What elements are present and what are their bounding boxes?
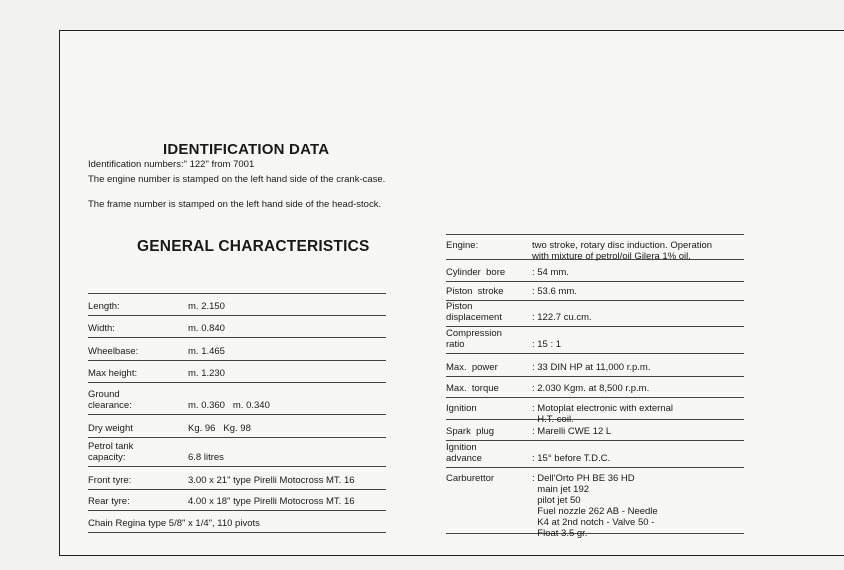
table-row: Wheelbase: m. 1.465 [88,338,386,361]
table-row: Ground clearance: m. 0.360 m. 0.340 [88,383,386,415]
row-value: : Marelli CWE 12 L [532,426,612,437]
row-value: two stroke, rotary disc induction. Opera… [532,240,713,262]
row-value: : 54 mm. [532,267,569,278]
table-row: Chain Regina type 5/8" x 1/4", 110 pivot… [88,511,386,533]
row-label: Cylinder bore [446,267,506,278]
row-value: : Dell'Orto PH BE 36 HD main jet 192 pil… [532,473,658,539]
table-row: Compression ratio : 15 : 1 [446,327,744,354]
table-row: Piston stroke : 53.6 mm. [446,282,744,301]
table-row: Petrol tank capacity: 6.8 litres [88,438,386,467]
row-label: Spark plug [446,426,495,437]
identification-title: IDENTIFICATION DATA [163,141,330,158]
general-characteristics-table: Length: m. 2.150 Width: m. 0.840 Wheelbase: m… [88,293,386,533]
row-label: Length: [88,301,120,312]
identification-numbers: Identification numbers:" 122" from 7001 [88,159,255,170]
table-row: Dry weight Kg. 96 Kg. 98 [88,415,386,438]
row-label: Max. power [446,362,498,373]
table-row: Ignition advance : 15° before T.D.C. [446,441,744,468]
row-label: Max height: [88,368,138,379]
row-label: Front tyre: [88,475,132,486]
row-value: m. 0.360 m. 0.340 [188,400,270,411]
table-row: Carburettor : Dell'Orto PH BE 36 HD main … [446,468,744,539]
table-row: Cylinder bore : 54 mm. [446,260,744,282]
row-label: Carburettor [446,473,495,484]
table-row: Max. power : 33 DIN HP at 11,000 r.p.m. [446,354,744,377]
row-label: Ignition [446,403,477,414]
row-label: Ground clearance: [88,389,132,411]
table-row: Ignition : Motoplat electronic with exter… [446,398,744,425]
row-label: Wheelbase: [88,346,139,357]
row-value: m. 0.840 [188,323,225,334]
row-label: Compression ratio [446,328,502,350]
row-label: Ignition advance [446,442,482,464]
row-value: 6.8 litres [188,452,224,463]
row-value: m. 2.150 [188,301,225,312]
engine-specs-table: Engine: two stroke, rotary disc induction… [446,234,744,539]
row-label: Engine: [446,240,479,251]
row-value: Kg. 96 Kg. 98 [188,423,251,434]
row-value: : 122.7 cu.cm. [532,312,592,323]
table-row: Spark plug : Marelli CWE 12 L [446,420,744,441]
frame-number-note: The frame number is stamped on the left … [88,199,382,210]
row-label: Chain Regina type 5/8" x 1/4", 110 pivot… [88,518,260,529]
row-value: m. 1.465 [188,346,225,357]
row-value: : 2.030 Kgm. at 8,500 r.p.m. [532,383,650,394]
table-row: Max height: m. 1.230 [88,361,386,383]
table-row: Length: m. 2.150 [88,294,386,316]
row-value: : Motoplat electronic with external H.T.… [532,403,673,425]
row-label: Rear tyre: [88,496,130,507]
row-value: : 33 DIN HP at 11,000 r.p.m. [532,362,651,373]
row-value: 4.00 x 18" type Pirelli Motocross MT. 16 [188,496,355,507]
row-value: m. 1.230 [188,368,225,379]
table-row: Front tyre: 3.00 x 21" type Pirelli Motoc… [88,467,386,490]
table-row: Max. torque : 2.030 Kgm. at 8,500 r.p.m. [446,377,744,398]
table-row: Piston displacement : 122.7 cu.cm. [446,301,744,327]
row-value: : 15° before T.D.C. [532,453,611,464]
row-value: : 53.6 mm. [532,286,577,297]
row-label: Piston stroke [446,286,504,297]
engine-number-note: The engine number is stamped on the left… [88,174,386,185]
general-title: GENERAL CHARACTERISTICS [137,238,370,255]
row-value: : 15 : 1 [532,339,562,350]
row-value: 3.00 x 21" type Pirelli Motocross MT. 16 [188,475,355,486]
row-label: Piston displacement [446,301,502,323]
row-label: Width: [88,323,115,334]
table-row: Width: m. 0.840 [88,316,386,338]
row-label: Dry weight [88,423,133,434]
table-row: Rear tyre: 4.00 x 18" type Pirelli Motocr… [88,490,386,511]
table-row: Engine: two stroke, rotary disc induction… [446,235,744,262]
row-label: Petrol tank capacity: [88,441,134,463]
row-label: Max. torque [446,383,499,394]
